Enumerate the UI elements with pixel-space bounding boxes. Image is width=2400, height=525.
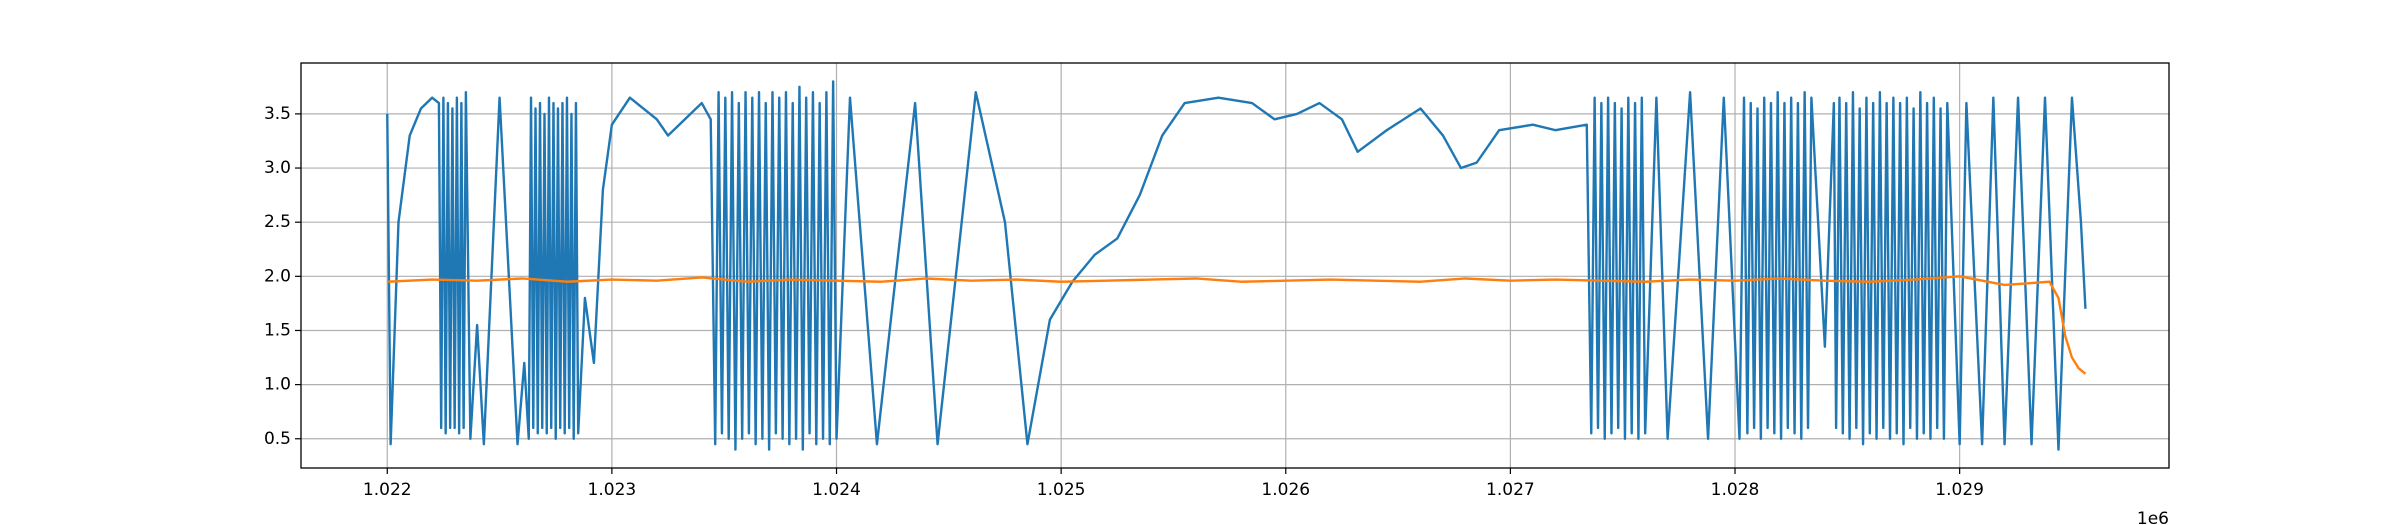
y-tick-label: 2.0: [264, 266, 291, 286]
plot-frame: [300, 62, 2170, 469]
y-tick-label: 1.0: [264, 375, 291, 395]
data-line: [386, 80, 2087, 451]
x-offset-label: 1e6: [2137, 509, 2169, 525]
x-tick-label: 1.024: [812, 480, 861, 500]
x-tick-label: 1.029: [1935, 480, 1984, 500]
y-tick-label: 3.5: [264, 104, 291, 124]
y-tick-label: 2.5: [264, 212, 291, 232]
x-tick-label: 1.028: [1711, 480, 1760, 500]
x-tick-label: 1.025: [1037, 480, 1086, 500]
x-tick-label: 1.027: [1486, 480, 1535, 500]
x-tick-label: 1.026: [1261, 480, 1310, 500]
y-tick-label: 1.5: [264, 320, 291, 340]
x-tick-label: 1.023: [588, 480, 637, 500]
x-tick-label: 1.022: [363, 480, 412, 500]
data-line: [387, 275, 2087, 375]
y-tick-label: 0.5: [264, 429, 291, 449]
y-tick-label: 3.0: [264, 158, 291, 178]
